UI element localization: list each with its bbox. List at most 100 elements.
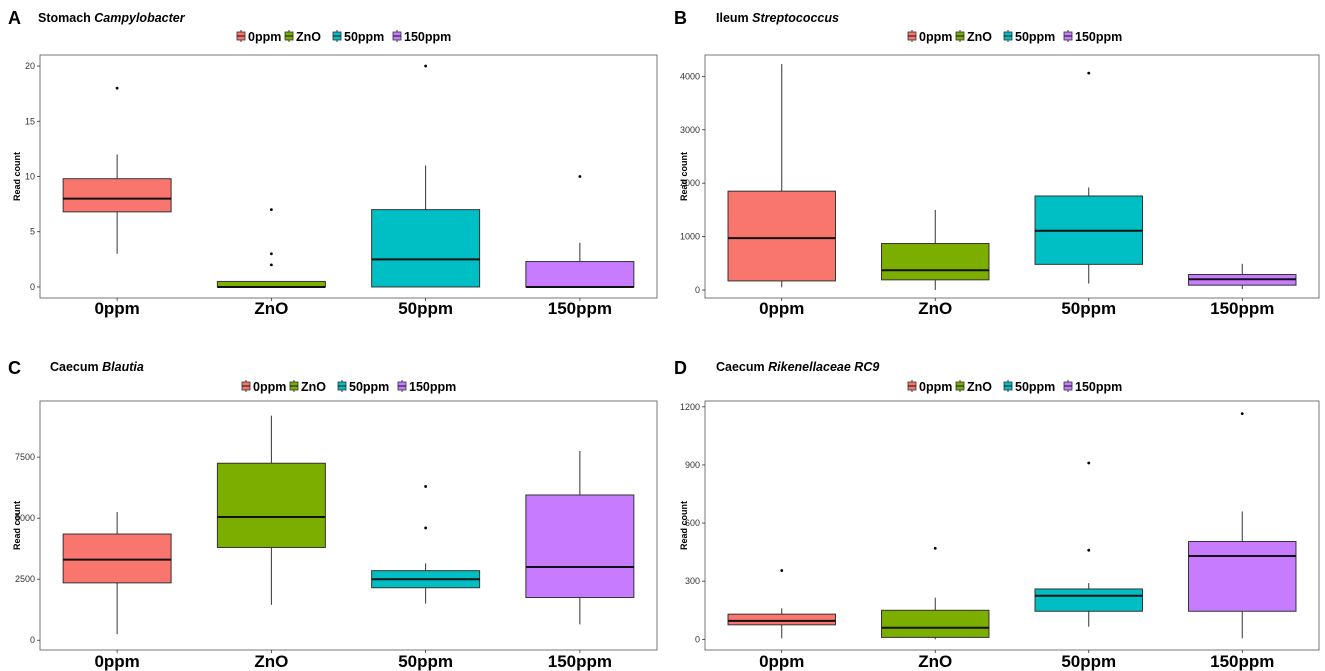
legend-item: 150ppm [1063, 380, 1122, 394]
x-tick-label: ZnO [918, 299, 952, 318]
legend-item: ZnO [284, 30, 321, 44]
legend-label: ZnO [296, 30, 321, 44]
legend-item: 50ppm [1003, 30, 1055, 44]
legend-label: 0ppm [253, 380, 286, 394]
x-tick-label: ZnO [918, 652, 952, 671]
legend: 0ppm ZnO 50ppm 150ppm [907, 380, 1122, 394]
x-tick-label: 0ppm [759, 299, 804, 318]
outlier-point [424, 64, 428, 68]
box-50ppm: 50ppm [1034, 461, 1143, 671]
title-prefix: Stomach [38, 11, 91, 25]
box-0ppm: 0ppm [727, 64, 836, 318]
legend-label: 50ppm [1015, 380, 1055, 394]
legend-item: 0ppm [236, 30, 281, 44]
outlier-point [1087, 548, 1091, 552]
panel-c: C Caecum Blautia 0ppm ZnO 50ppm 150ppm 0 2500 50… [8, 358, 658, 671]
box-150ppm: 150ppm [1188, 263, 1297, 318]
outlier-point [424, 526, 428, 530]
outlier-point [1087, 461, 1091, 465]
x-tick-label: 0ppm [759, 652, 804, 671]
legend-item: 150ppm [397, 380, 456, 394]
legend-label: ZnO [967, 30, 992, 44]
y-axis-label: Read count [12, 152, 22, 201]
y-tick-label: 2000 [680, 178, 700, 188]
chart-title: Caecum Blautia [50, 360, 144, 374]
box-iqr [881, 609, 990, 638]
y-axis: 0 2500 5000 7500 [15, 452, 40, 645]
box-zno: ZnO [216, 208, 326, 318]
title-italic: Rikenellaceae RC9 [768, 360, 879, 374]
box-0ppm: 0ppm [62, 512, 172, 671]
x-tick-label: ZnO [254, 652, 288, 671]
outlier-point [269, 263, 273, 267]
box-150ppm: 150ppm [525, 451, 635, 671]
outlier-point [1087, 71, 1091, 75]
x-tick-label: 150ppm [548, 652, 612, 671]
legend-label: ZnO [301, 380, 326, 394]
y-tick-label: 3000 [680, 125, 700, 135]
panel-b: B Ileum Streptococcus 0ppm ZnO 50ppm 150ppm 0 1… [674, 8, 1320, 318]
legend-label: ZnO [967, 380, 992, 394]
legend-item: 50ppm [332, 30, 384, 44]
title-prefix: Caecum [716, 360, 765, 374]
legend-item: 150ppm [1063, 30, 1122, 44]
x-tick-label: 150ppm [548, 299, 612, 318]
y-tick-label: 4000 [680, 71, 700, 81]
x-tick-label: 50ppm [1061, 652, 1116, 671]
y-tick-label: 0 [30, 635, 35, 645]
y-tick-label: 10 [25, 172, 35, 182]
legend-label: 150ppm [409, 380, 456, 394]
title-italic: Campylobacter [94, 11, 185, 25]
chart-title: Stomach Campylobacter [38, 11, 186, 25]
plot-area [39, 54, 658, 299]
box-iqr [1034, 588, 1143, 612]
box-zno: ZnO [881, 546, 990, 671]
y-tick-label: 0 [695, 285, 700, 295]
y-axis: 0 1000 2000 3000 4000 [680, 71, 705, 295]
y-tick-label: 0 [695, 634, 700, 644]
legend-label: 150ppm [1075, 30, 1122, 44]
legend-label: 50ppm [349, 380, 389, 394]
y-tick-label: 300 [685, 576, 700, 586]
y-tick-label: 5000 [15, 513, 35, 523]
y-tick-label: 0 [30, 282, 35, 292]
outlier-point [115, 86, 119, 90]
box-zno: ZnO [216, 415, 326, 671]
y-tick-label: 5 [30, 227, 35, 237]
box-0ppm: 0ppm [727, 569, 836, 671]
y-axis-label: Read count [679, 152, 689, 201]
x-tick-label: 50ppm [398, 652, 453, 671]
y-axis: 0 5 10 15 20 [25, 61, 40, 292]
box-iqr [727, 613, 836, 626]
panel-letter: B [674, 8, 687, 28]
y-tick-label: 2500 [15, 574, 35, 584]
legend-item: 50ppm [337, 380, 389, 394]
box-150ppm: 150ppm [525, 175, 635, 318]
box-zno: ZnO [881, 209, 990, 318]
y-tick-label: 1000 [680, 232, 700, 242]
title-prefix: Caecum [50, 360, 99, 374]
chart-title: Caecum Rikenellaceae RC9 [716, 360, 879, 374]
outlier-point [933, 546, 937, 550]
chart-title: Ileum Streptococcus [716, 11, 839, 25]
title-italic: Blautia [102, 360, 144, 374]
outlier-point [424, 485, 428, 488]
x-tick-label: 50ppm [1061, 299, 1116, 318]
plot-area [704, 400, 1320, 651]
box-iqr [62, 178, 172, 213]
y-axis: 0 300 600 900 1200 [680, 402, 705, 644]
outlier-point [780, 569, 784, 572]
box-iqr [216, 462, 326, 548]
y-tick-label: 20 [25, 61, 35, 71]
title-prefix: Ileum [716, 11, 749, 25]
legend-label: 150ppm [1075, 380, 1122, 394]
legend-item: ZnO [955, 380, 992, 394]
y-axis-label: Read count [679, 501, 689, 550]
box-50ppm: 50ppm [371, 485, 481, 671]
legend-item: ZnO [289, 380, 326, 394]
outlier-point [578, 175, 582, 178]
legend-label: 150ppm [404, 30, 451, 44]
legend: 0ppm ZnO 50ppm 150ppm [907, 30, 1122, 44]
legend-label: 50ppm [344, 30, 384, 44]
